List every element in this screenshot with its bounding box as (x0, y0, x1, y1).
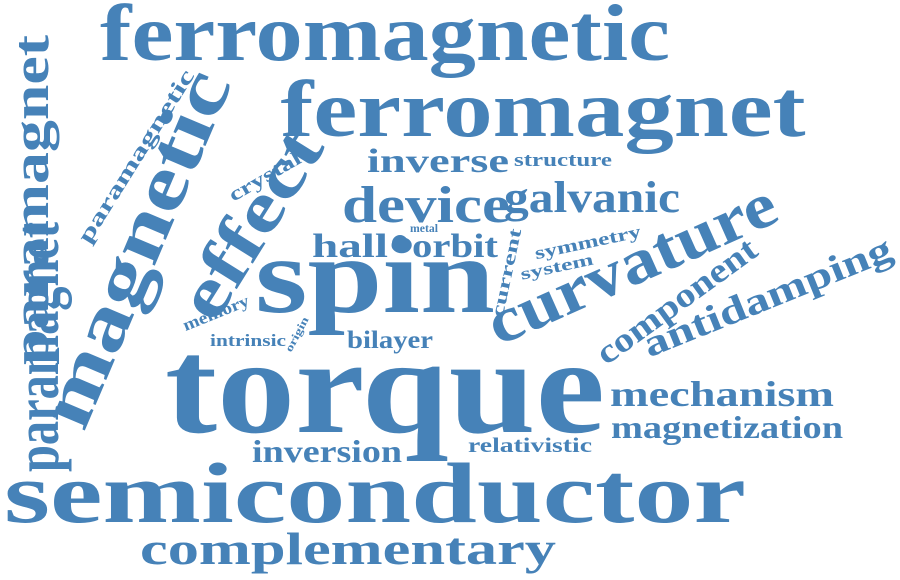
word-hall: hall (312, 228, 388, 265)
word-ferromagnetic: ferromagnetic (100, 0, 670, 78)
word-inversion: inversion (252, 433, 402, 469)
word-intrinsic: intrinsic (210, 331, 287, 350)
word-relativistic: relativistic (468, 433, 592, 457)
word-paramagnet-bottom: paramagnet (4, 222, 72, 472)
word-structure: structure (514, 150, 612, 171)
word-bilayer: bilayer (347, 327, 433, 354)
word-magnetization: magnetization (611, 409, 843, 445)
word-complementary: complementary (140, 523, 556, 574)
word-galvanic: galvanic (504, 173, 680, 222)
word-spin: spin (255, 217, 495, 336)
word-metal: metal (410, 221, 439, 235)
word-semiconductor: semiconductor (4, 445, 746, 541)
word-torque: torque (165, 312, 605, 462)
dot-separator (392, 235, 408, 251)
word-mechanism: mechanism (610, 374, 834, 414)
word-ferromagnet: ferromagnet (281, 66, 806, 154)
word-orbit: orbit (412, 228, 499, 265)
word-paramagnet-left: paramagnet (3, 34, 60, 365)
word-inverse: inverse (367, 143, 509, 180)
word-device: device (342, 177, 510, 234)
